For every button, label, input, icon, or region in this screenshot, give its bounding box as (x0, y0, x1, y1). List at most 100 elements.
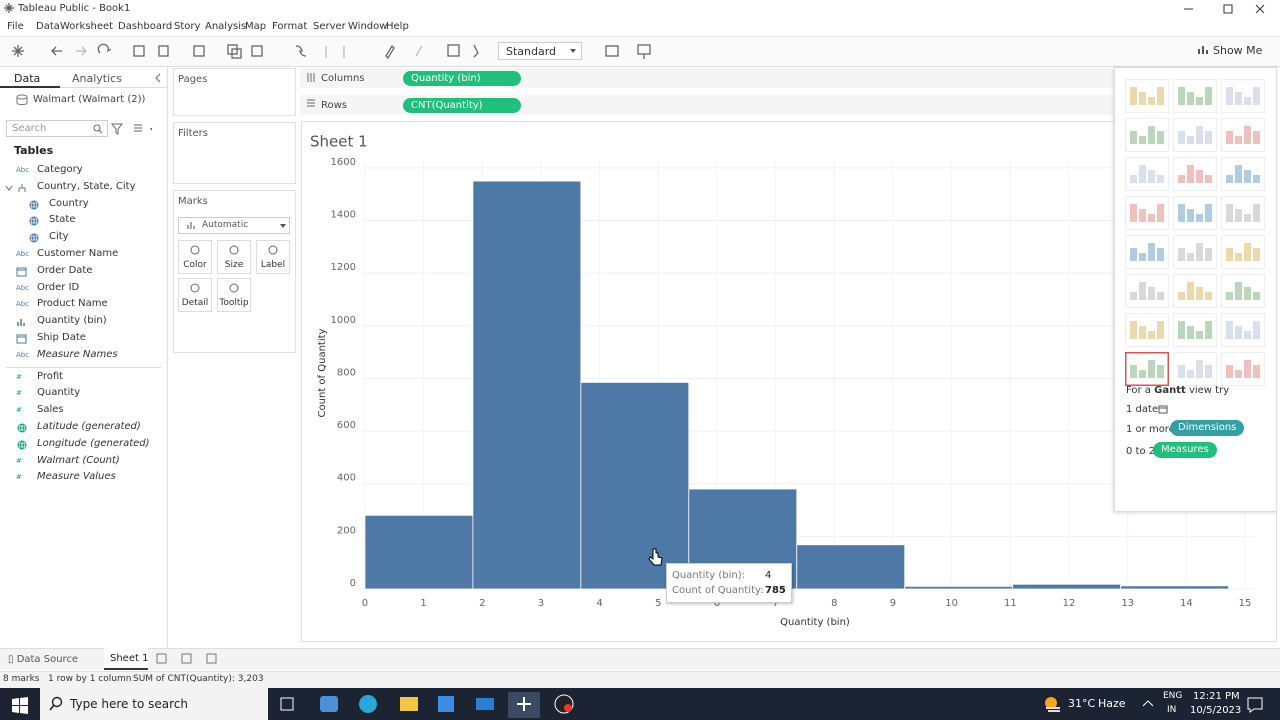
field[interactable]: Country (49, 197, 89, 209)
mark-button[interactable] (178, 278, 212, 312)
thumb-glyph (1226, 175, 1233, 183)
search-box[interactable] (6, 120, 108, 137)
field[interactable]: City (49, 231, 69, 243)
window-controls[interactable] (1170, 2, 1280, 16)
data-source[interactable]: Walmart (Walmart (2)) (33, 94, 146, 105)
collapse-arrow[interactable] (154, 73, 162, 83)
field[interactable]: Quantity (37, 387, 81, 399)
mark-button-icon (229, 245, 239, 255)
thumb-glyph (1253, 292, 1260, 300)
field[interactable]: Measure Values (37, 471, 116, 483)
thumb-glyph (1244, 97, 1251, 105)
bar (472, 180, 582, 590)
status-text: SUM of CNT(Quantity): 3,203 (133, 674, 264, 684)
mark-button[interactable] (217, 240, 251, 274)
show-me-button[interactable]: Show Me (1213, 44, 1263, 57)
columns-label: Columns (321, 73, 365, 84)
need-text: 0 to 2 (1126, 446, 1156, 457)
field[interactable]: Longitude (generated) (37, 437, 150, 449)
field[interactable]: Ship Date (37, 332, 86, 343)
menu-item[interactable]: Analysis (205, 21, 247, 32)
field[interactable]: Order ID (37, 281, 80, 293)
field[interactable]: Product Name (37, 298, 108, 310)
fit-dropdown[interactable] (498, 42, 582, 60)
taskbar-search[interactable] (40, 688, 268, 720)
thumb-glyph (1130, 292, 1137, 300)
mark-button[interactable] (178, 240, 212, 274)
temperature: 31°C (1068, 697, 1096, 710)
menu-item[interactable]: Worksheet (60, 21, 114, 32)
field-icon: Abc (16, 283, 30, 292)
thumb-glyph (1139, 136, 1146, 144)
show-me-thumbnail (1125, 352, 1169, 386)
show-me-thumbnail (1221, 274, 1265, 308)
thumb-glyph (1226, 292, 1233, 300)
taskbar-apps[interactable] (276, 692, 586, 718)
tray-arrow[interactable] (1138, 698, 1158, 710)
thumb-glyph (1187, 326, 1194, 339)
thumb-glyph (1187, 370, 1194, 378)
menu-item[interactable]: File (7, 21, 24, 32)
show-me-thumbnail (1173, 235, 1217, 269)
rows-pill[interactable]: CNT(Quantity) (403, 98, 521, 113)
field[interactable]: Sales (37, 404, 64, 416)
data-tab-underline (0, 86, 60, 88)
x-tick-label: 12 (1063, 598, 1076, 609)
field[interactable]: Latitude (generated) (37, 421, 141, 432)
active-sheet-tab[interactable] (104, 648, 148, 670)
field-icon: # (16, 406, 22, 415)
dropdown-arrow (570, 49, 576, 53)
menu-item[interactable]: Format (272, 21, 308, 32)
menu-item[interactable]: Story (174, 21, 201, 32)
field[interactable]: State (49, 214, 76, 226)
bar (364, 514, 474, 590)
new-sheet-buttons[interactable] (155, 652, 221, 666)
show-me-thumbnail (1173, 118, 1217, 152)
hier-glyph (18, 183, 26, 192)
field[interactable]: Quantity (bin) (37, 315, 107, 327)
x-tick-label: 9 (890, 598, 896, 609)
tooltip-value: 785 (765, 585, 786, 596)
y-tick-label: 800 (337, 367, 356, 378)
menu-item[interactable]: Map (245, 21, 267, 32)
thumb-glyph (1235, 282, 1242, 300)
mark-type-dropdown[interactable] (178, 217, 290, 234)
analytics-tab[interactable]: Analytics (72, 72, 122, 85)
field[interactable]: Profit (37, 370, 64, 382)
taskbar-search-text: Type here to search (70, 697, 188, 711)
menu-item[interactable]: Help (386, 21, 409, 32)
thumb-glyph (1244, 360, 1251, 378)
toolbar-icons[interactable] (6, 40, 666, 62)
menu-item[interactable]: Window (348, 21, 388, 32)
field[interactable]: Walmart (Count) (37, 454, 120, 466)
data-tab[interactable]: Data (14, 72, 41, 85)
field[interactable]: Customer Name (37, 248, 119, 259)
menu-item[interactable]: Data (36, 21, 60, 32)
field[interactable]: Country, State, City (37, 180, 136, 192)
field[interactable]: Measure Names (37, 348, 118, 360)
expand-arrow (5, 185, 13, 191)
data-source-tab[interactable]: ▯ Data Source (8, 654, 79, 665)
columns-pill[interactable]: Quantity (bin) (403, 71, 521, 86)
field[interactable]: Category (37, 164, 83, 175)
clock-date: 10/5/2023 (1190, 705, 1242, 716)
sheet-tab[interactable]: Sheet 1 (110, 653, 149, 664)
app-icon (4, 3, 14, 13)
thumb-glyph (1244, 243, 1251, 261)
notifications[interactable] (1246, 696, 1264, 714)
menu-item[interactable]: Server (313, 21, 346, 32)
thumb-glyph (1157, 321, 1164, 339)
thumb-glyph (1226, 204, 1233, 222)
mark-button[interactable] (256, 240, 290, 274)
start-button[interactable] (11, 696, 29, 714)
x-tick-label: 7 (772, 598, 778, 609)
thumb-glyph (1157, 131, 1164, 144)
thumb-frame (1173, 274, 1217, 308)
search-tools[interactable] (92, 122, 152, 136)
field-icon: Abc (16, 350, 30, 359)
mark-button[interactable] (217, 278, 251, 312)
field[interactable]: Order Date (37, 264, 93, 276)
menu-item[interactable]: Dashboard (118, 21, 173, 32)
title-bar (0, 0, 1280, 18)
thumb-glyph (1148, 126, 1155, 144)
